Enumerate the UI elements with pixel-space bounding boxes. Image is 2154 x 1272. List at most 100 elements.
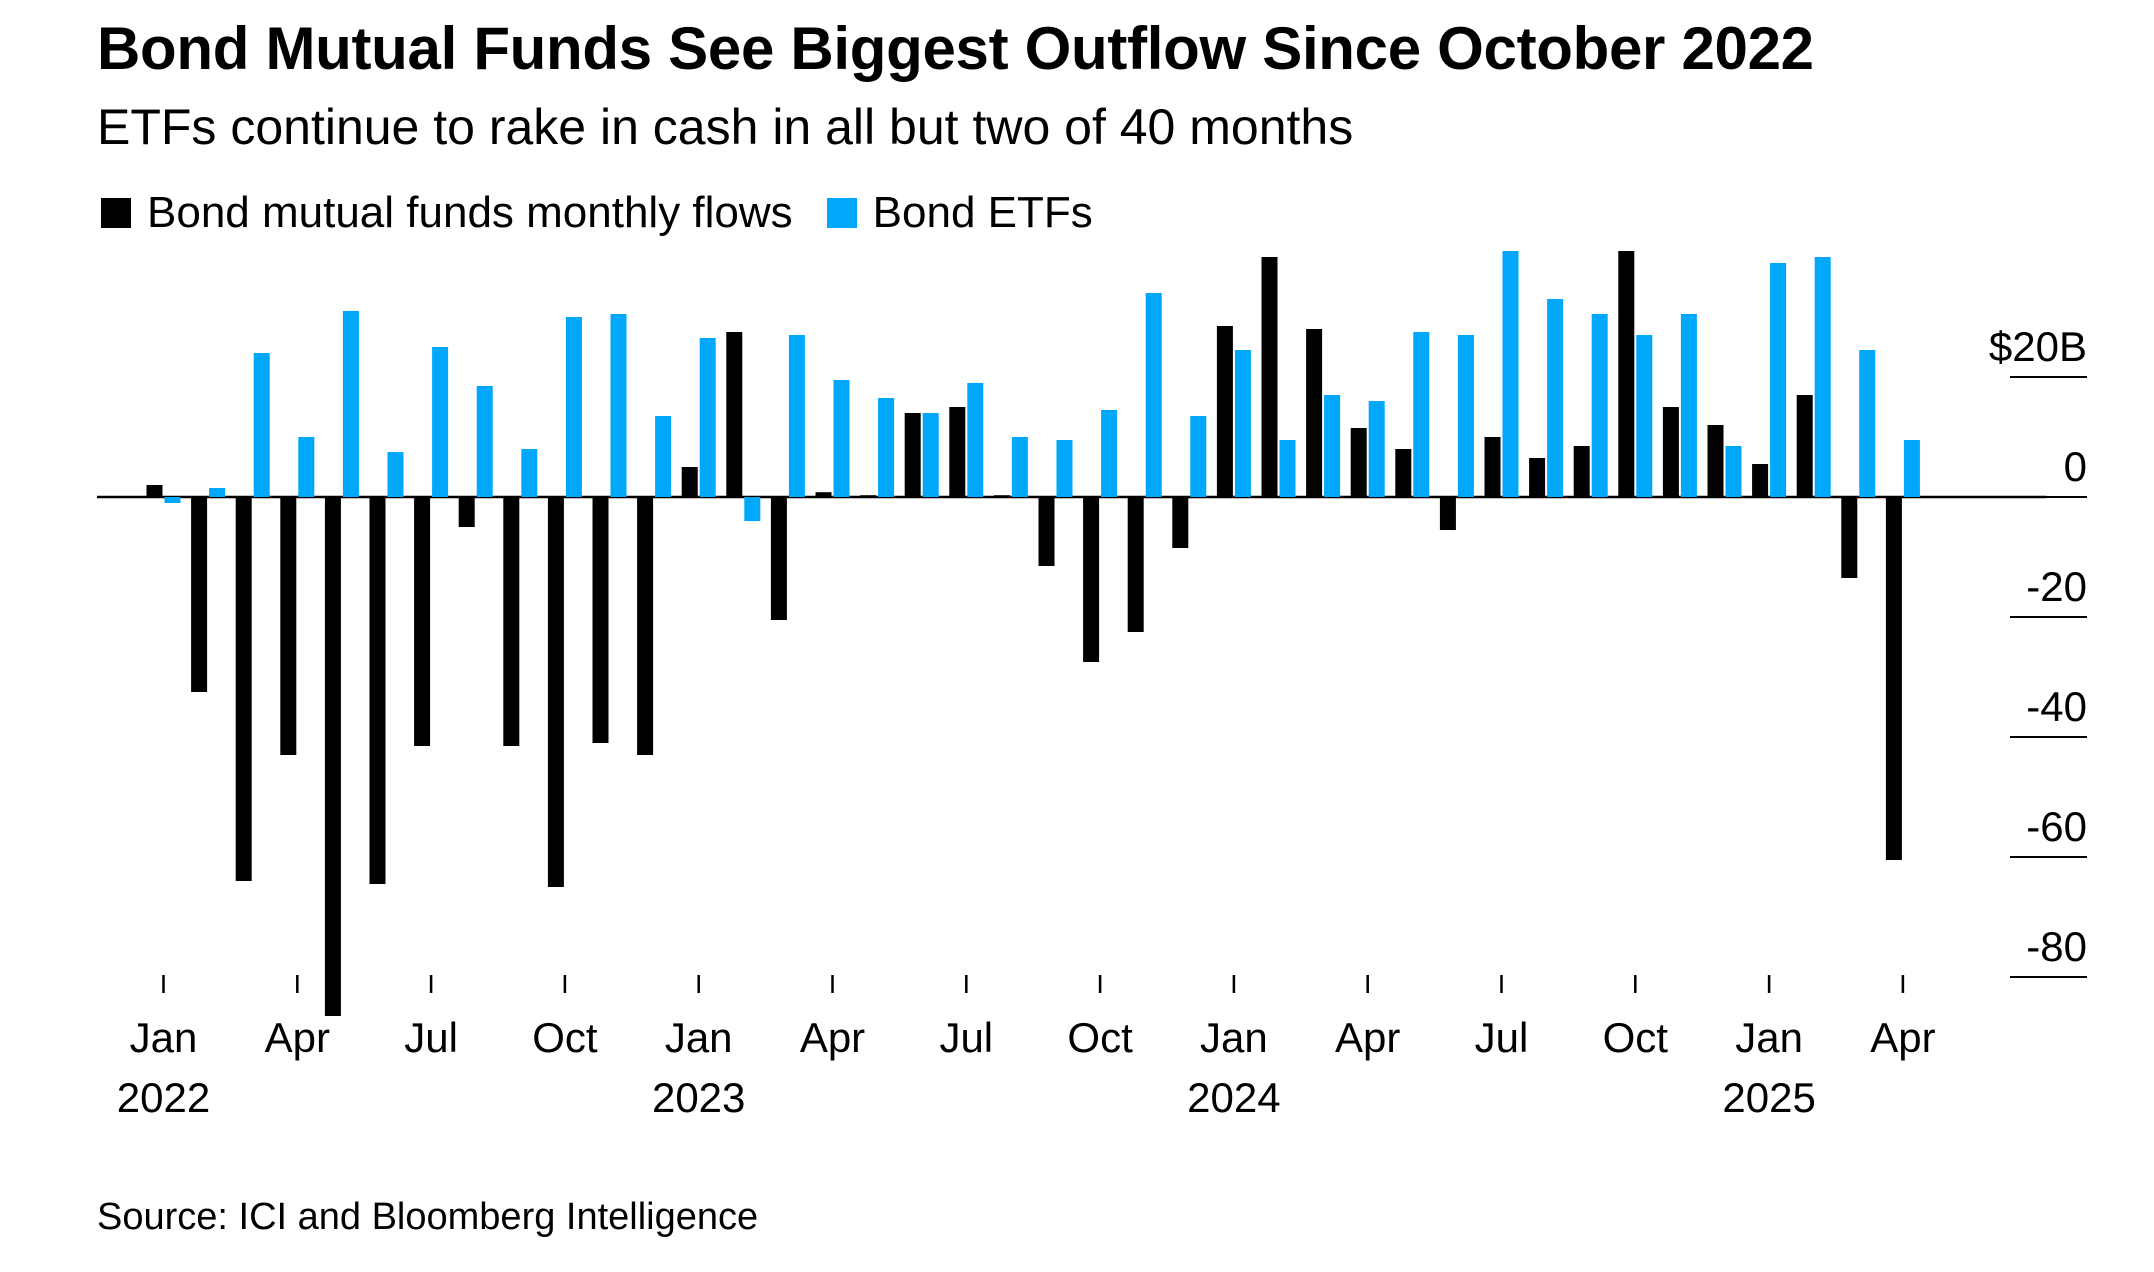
- bar-mutual-funds-26: [1261, 257, 1278, 497]
- bar-mutual-funds-25: [1216, 326, 1233, 497]
- bar-etfs-17: [878, 398, 895, 497]
- legend-swatch-mutual-funds: [101, 198, 131, 228]
- bar-etfs-34: [1636, 335, 1653, 497]
- bar-mutual-funds-38: [1796, 395, 1813, 497]
- bar-mutual-funds-39: [1841, 497, 1858, 578]
- bar-etfs-20: [1011, 437, 1028, 497]
- bar-etfs-9: [521, 449, 538, 497]
- bar-mutual-funds-18: [904, 413, 921, 497]
- chart-title: Bond Mutual Funds See Biggest Outflow Si…: [97, 15, 1814, 82]
- bar-mutual-funds-2: [191, 497, 208, 692]
- x-tick-label: Apr: [265, 1014, 330, 1061]
- bar-mutual-funds-9: [503, 497, 520, 746]
- legend-label-mutual-funds: Bond mutual funds monthly flows: [147, 188, 793, 237]
- bar-mutual-funds-14: [726, 332, 743, 497]
- x-tick-label: Jan: [665, 1014, 733, 1061]
- x-tick-label: Apr: [800, 1014, 865, 1061]
- x-tick-year-label: 2024: [1187, 1074, 1280, 1121]
- bar-etfs-31: [1502, 251, 1519, 497]
- bar-mutual-funds-15: [770, 497, 787, 620]
- bar-mutual-funds-28: [1350, 428, 1367, 497]
- bar-etfs-21: [1056, 440, 1073, 497]
- bar-etfs-14: [744, 497, 761, 521]
- bar-mutual-funds-20: [993, 495, 1010, 497]
- bar-mutual-funds-35: [1662, 407, 1679, 497]
- bar-mutual-funds-29: [1395, 449, 1412, 497]
- bar-mutual-funds-23: [1127, 497, 1144, 632]
- x-tick-label: Jul: [404, 1014, 458, 1061]
- y-tick-label: -60: [2026, 803, 2087, 850]
- bar-etfs-39: [1859, 350, 1876, 497]
- y-tick-label: -40: [2026, 683, 2087, 730]
- bar-etfs-4: [298, 437, 315, 497]
- y-tick-label: 0: [2064, 443, 2087, 490]
- bar-etfs-19: [967, 383, 984, 497]
- bar-etfs-25: [1234, 350, 1251, 497]
- bar-etfs-3: [253, 353, 270, 497]
- bar-etfs-13: [699, 338, 716, 497]
- bar-mutual-funds-37: [1752, 464, 1769, 497]
- x-tick-label: Jan: [1735, 1014, 1803, 1061]
- bar-etfs-26: [1279, 440, 1296, 497]
- bar-mutual-funds-33: [1573, 446, 1590, 497]
- bar-etfs-30: [1457, 335, 1474, 497]
- bar-etfs-7: [432, 347, 449, 497]
- bar-etfs-38: [1814, 257, 1831, 497]
- bar-etfs-10: [565, 317, 582, 497]
- bar-etfs-5: [342, 311, 359, 497]
- bar-mutual-funds-34: [1618, 251, 1635, 497]
- bar-etfs-23: [1145, 293, 1162, 497]
- x-tick-label: Apr: [1335, 1014, 1400, 1061]
- bar-mutual-funds-1: [146, 485, 163, 497]
- bar-mutual-funds-13: [681, 467, 698, 497]
- bar-etfs-33: [1591, 314, 1608, 497]
- chart-subtitle: ETFs continue to rake in cash in all but…: [97, 99, 1354, 155]
- x-tick-year-label: 2023: [652, 1074, 745, 1121]
- bar-mutual-funds-5: [324, 497, 341, 1016]
- bar-etfs-15: [788, 335, 805, 497]
- bar-etfs-18: [922, 413, 939, 497]
- bar-etfs-6: [387, 452, 404, 497]
- x-tick-label: Apr: [1870, 1014, 1935, 1061]
- bar-mutual-funds-19: [949, 407, 966, 497]
- bar-mutual-funds-12: [637, 497, 654, 755]
- bar-etfs-12: [655, 416, 672, 497]
- y-tick-label: -20: [2026, 563, 2087, 610]
- bar-etfs-24: [1190, 416, 1207, 497]
- y-tick-label: $20B: [1989, 323, 2087, 370]
- bar-mutual-funds-36: [1707, 425, 1724, 497]
- bar-mutual-funds-31: [1484, 437, 1501, 497]
- x-tick-label: Jul: [1475, 1014, 1529, 1061]
- x-tick-label: Jan: [130, 1014, 198, 1061]
- bar-mutual-funds-32: [1529, 458, 1546, 497]
- legend-swatch-etfs: [826, 198, 857, 228]
- bar-mutual-funds-21: [1038, 497, 1055, 566]
- bar-mutual-funds-30: [1439, 497, 1456, 530]
- x-tick-label: Oct: [1067, 1014, 1133, 1061]
- legend-label-etfs: Bond ETFs: [872, 188, 1093, 237]
- bar-mutual-funds-22: [1083, 497, 1100, 662]
- bar-etfs-1: [164, 497, 181, 503]
- bar-etfs-40: [1903, 440, 1920, 497]
- bar-mutual-funds-24: [1172, 497, 1189, 548]
- bar-etfs-32: [1547, 299, 1564, 497]
- bar-etfs-22: [1101, 410, 1118, 497]
- bar-etfs-27: [1324, 395, 1341, 497]
- x-tick-label: Oct: [1603, 1014, 1669, 1061]
- x-tick-label: Oct: [532, 1014, 598, 1061]
- legend-item-mutual-funds: Bond mutual funds monthly flows: [101, 188, 793, 238]
- bar-etfs-37: [1770, 263, 1787, 497]
- bar-mutual-funds-17: [860, 495, 877, 497]
- bar-etfs-11: [610, 314, 627, 497]
- bar-etfs-35: [1680, 314, 1697, 497]
- x-tick-label: Jul: [939, 1014, 993, 1061]
- bar-etfs-8: [476, 386, 493, 497]
- bar-etfs-16: [833, 380, 850, 497]
- x-tick-year-label: 2022: [117, 1074, 210, 1121]
- bar-mutual-funds-16: [815, 492, 832, 497]
- legend-item-etfs: Bond ETFs: [826, 188, 1093, 238]
- y-tick-label: -80: [2026, 923, 2087, 970]
- bar-mutual-funds-11: [592, 497, 609, 743]
- bar-mutual-funds-4: [280, 497, 297, 755]
- bar-mutual-funds-3: [235, 497, 252, 881]
